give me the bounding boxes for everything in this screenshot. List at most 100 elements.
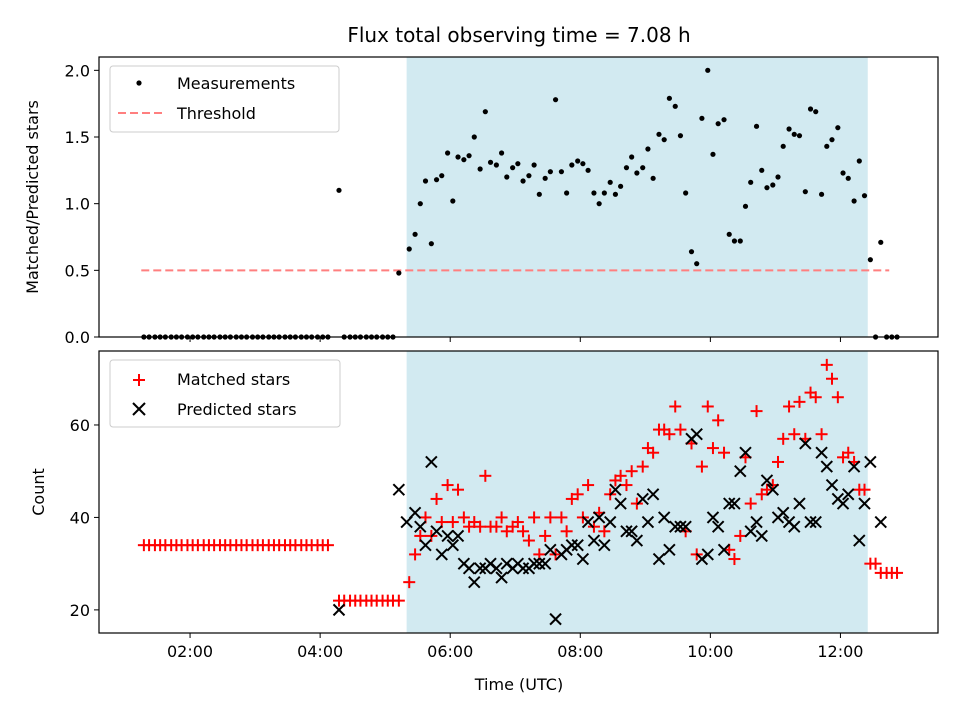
matched-star-point	[539, 529, 552, 542]
matched-star-point	[517, 525, 530, 538]
legend-marker-measurements	[136, 80, 142, 86]
matched-star-point	[820, 358, 833, 371]
y-tick-label: 1.5	[65, 128, 90, 147]
measurement-point	[845, 175, 851, 181]
chart-title: Flux total observing time = 7.08 h	[347, 23, 690, 47]
predicted-star-point	[641, 515, 655, 529]
measurement-point	[601, 190, 607, 196]
predicted-star-point	[592, 511, 606, 524]
matched-star-point	[571, 488, 584, 501]
predicted-star-point	[549, 612, 562, 626]
observing-interval-shade	[406, 351, 868, 633]
predicted-star-point	[630, 534, 644, 547]
x-tick-label: 06:00	[427, 642, 473, 661]
x-tick-label: 04:00	[297, 642, 343, 661]
measurement-point	[748, 179, 754, 185]
matched-star-point	[772, 455, 785, 468]
matched-star-point	[674, 423, 687, 436]
measurement-point	[336, 187, 342, 193]
measurement-point	[487, 159, 494, 165]
measurement-point	[770, 182, 776, 188]
matched-star-point	[825, 372, 838, 385]
measurement-point	[710, 151, 716, 157]
predicted-star-point	[669, 520, 682, 533]
predicted-star-point	[820, 460, 833, 473]
observing-interval-shade	[406, 57, 868, 337]
measurement-point	[596, 201, 602, 207]
measurement-point	[753, 123, 760, 129]
measurement-point	[455, 154, 461, 160]
predicted-star-point	[408, 506, 422, 520]
measurement-point	[445, 150, 451, 156]
matched-star-point	[490, 520, 503, 533]
predicted-star-point	[446, 538, 460, 552]
measurement-point	[878, 239, 884, 245]
legend-marker-matched	[133, 374, 145, 386]
predicted-star-point	[598, 538, 611, 552]
top-y-axis-label: Matched/Predicted stars	[23, 100, 42, 294]
y-tick-label: 0.5	[65, 261, 90, 280]
measurement-point	[672, 103, 678, 109]
measurement-point	[764, 185, 770, 191]
measurement-point	[439, 173, 445, 179]
measurement-point	[471, 134, 477, 140]
predicted-star-point	[625, 525, 638, 538]
predicted-star-point	[750, 515, 763, 529]
matched-star-point	[858, 483, 871, 496]
measurement-point	[396, 270, 402, 276]
measurement-point	[520, 178, 526, 184]
matched-star-point	[430, 492, 443, 505]
predicted-star-point	[874, 515, 887, 529]
measurement-point	[818, 191, 825, 197]
matched-star-point	[495, 511, 508, 524]
y-tick-label: 1.0	[65, 195, 90, 214]
predicted-star-point	[864, 455, 877, 469]
matched-star-point	[409, 548, 422, 561]
measurement-point	[580, 161, 586, 167]
predicted-star-point	[706, 511, 720, 524]
measurement-point	[406, 246, 412, 252]
plot-frame	[98, 350, 939, 634]
predicted-star-point	[657, 511, 671, 524]
measurement-point	[835, 125, 841, 131]
measurement-point	[575, 158, 581, 164]
x-tick-label: 12:00	[817, 642, 863, 661]
predicted-star-point	[576, 552, 590, 566]
matched-star-point	[869, 557, 882, 570]
measurement-point	[552, 97, 559, 103]
predicted-star-point	[419, 538, 432, 552]
measurement-point	[412, 231, 418, 237]
matched-star-point	[511, 516, 524, 529]
predicted-star-point	[468, 575, 481, 589]
matched-star-point	[392, 594, 405, 607]
measurement-point	[629, 154, 635, 160]
bottom-y-axis-label: Count	[29, 468, 48, 516]
predicted-star-point	[853, 534, 866, 547]
measurement-point	[493, 162, 499, 168]
measurement-point	[515, 161, 521, 167]
matched-star-point	[446, 516, 459, 529]
measurement-point	[422, 178, 429, 184]
predicted-star-point	[858, 497, 871, 510]
matched-star-point	[809, 391, 822, 404]
measurement-point	[656, 131, 662, 137]
predicted-star-point	[516, 562, 530, 575]
matched-star-point	[647, 446, 660, 459]
matched-star-point	[831, 391, 844, 404]
matched-star-point	[522, 534, 535, 547]
matched-star-point	[695, 460, 708, 473]
measurement-point	[645, 146, 651, 152]
predicted-star-point	[777, 506, 790, 520]
measurement-point	[618, 183, 624, 189]
x-tick-label: 02:00	[167, 642, 213, 661]
measurement-point	[526, 173, 532, 179]
matched-star-point	[891, 566, 904, 579]
matched-star-point	[582, 479, 595, 492]
matched-star-point	[718, 446, 731, 459]
predicted-star-point	[804, 515, 817, 529]
predicted-star-point	[620, 525, 633, 538]
legend-label-matched: Matched stars	[177, 370, 290, 389]
matched-star-point	[728, 553, 741, 566]
measurement-point	[677, 133, 684, 139]
